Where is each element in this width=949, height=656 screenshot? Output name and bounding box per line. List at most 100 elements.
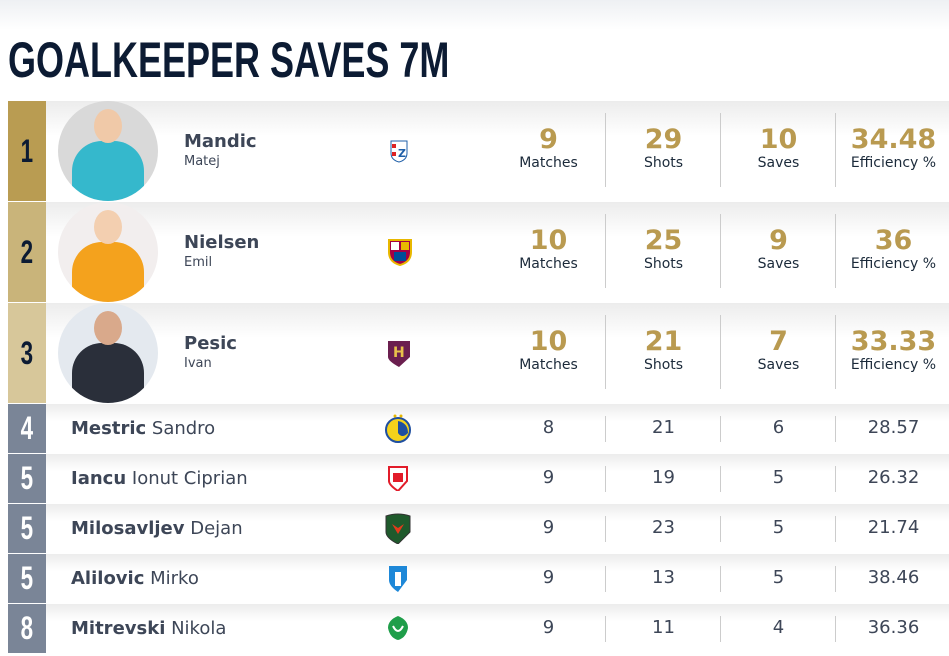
- rk-vardar-crest-icon[interactable]: [383, 614, 413, 642]
- stat-saves: 5: [721, 467, 836, 488]
- player-first-name: Matej: [184, 154, 220, 169]
- stat-efficiency: 36 Efficiency %: [836, 226, 949, 273]
- column-divider: [835, 466, 836, 492]
- stat-value: 5: [772, 517, 785, 538]
- player-last-name: Iancu: [71, 468, 127, 489]
- stat-matches: 9: [491, 617, 606, 638]
- stat-saves: 7 Saves: [721, 327, 836, 374]
- stat-value: 9: [769, 225, 788, 256]
- stat-efficiency: 28.57: [836, 417, 949, 438]
- stat-value: 4: [772, 617, 785, 638]
- fuchse-berlin-crest-icon[interactable]: [383, 513, 413, 544]
- stat-label: Shots: [643, 357, 684, 373]
- player-last-name: Mestric: [71, 418, 147, 439]
- player-name[interactable]: Mitrevski Nikola: [71, 618, 226, 639]
- column-divider: [835, 516, 836, 542]
- column-divider: [605, 616, 606, 642]
- table-row[interactable]: 2 Nielsen Emil 10 Matches 25 Shots 9 Saves 36 Effi…: [8, 202, 949, 303]
- stat-matches: 9: [491, 517, 606, 538]
- player-name[interactable]: Mestric Sandro: [71, 418, 215, 439]
- table-row[interactable]: 4 Mestric Sandro 8 21 6 28.57: [8, 404, 949, 454]
- table-row[interactable]: 8 Mitrevski Nikola 9 11 4 36.36: [8, 604, 949, 654]
- player-last-name: Mandic: [184, 131, 257, 152]
- stat-label: Matches: [519, 155, 578, 171]
- stat-value: 9: [542, 567, 555, 588]
- player-name[interactable]: Milosavljev Dejan: [71, 518, 243, 539]
- stat-value: 21.74: [867, 517, 920, 538]
- player-photo: [58, 202, 158, 302]
- rank-number: 3: [20, 334, 34, 371]
- hbc-nantes-crest-icon[interactable]: H: [386, 339, 412, 367]
- rank-number: 5: [20, 560, 34, 596]
- stat-value: 38.46: [867, 567, 920, 588]
- player-jersey: [72, 242, 144, 302]
- stat-value: 21: [644, 326, 683, 357]
- eurofarm-pelister-crest-icon[interactable]: [383, 414, 413, 443]
- column-divider: [605, 315, 606, 389]
- player-name[interactable]: Iancu Ionut Ciprian: [71, 468, 248, 489]
- stat-efficiency: 34.48 Efficiency %: [836, 125, 949, 172]
- stat-matches: 9 Matches: [491, 125, 606, 172]
- stat-shots: 19: [606, 467, 721, 488]
- stat-label: Saves: [757, 256, 800, 272]
- column-divider: [720, 113, 721, 187]
- player-last-name: Mitrevski: [71, 618, 166, 639]
- stat-efficiency: 38.46: [836, 567, 949, 588]
- svg-text:H: H: [393, 345, 405, 361]
- table-row[interactable]: 5 Iancu Ionut Ciprian 9 19 5 26.32: [8, 454, 949, 504]
- table-row[interactable]: 1 Mandic Matej Z 9 Matches 29 Shots 10 Saves 34.48…: [8, 101, 949, 202]
- rank-badge: 8: [8, 604, 46, 653]
- stat-shots: 29 Shots: [606, 125, 721, 172]
- table-row[interactable]: 5 Alilovic Mirko 9 13 5 38.46: [8, 554, 949, 604]
- stat-matches: 8: [491, 417, 606, 438]
- stat-label: Matches: [519, 357, 578, 373]
- column-divider: [835, 315, 836, 389]
- stat-saves: 6: [721, 417, 836, 438]
- column-divider: [835, 616, 836, 642]
- stat-value: 34.48: [850, 124, 937, 155]
- rank-badge: 1: [8, 101, 46, 201]
- player-last-name: Pesic: [184, 333, 237, 354]
- player-name[interactable]: Mandic Matej: [184, 131, 257, 169]
- player-jersey: [72, 343, 144, 403]
- player-first-name: Sandro: [151, 418, 216, 439]
- stat-value: 8: [542, 417, 555, 438]
- stat-saves: 10 Saves: [721, 125, 836, 172]
- rank-number: 2: [20, 233, 34, 270]
- column-divider: [720, 416, 721, 442]
- rank-badge: 3: [8, 303, 46, 403]
- player-head: [94, 311, 122, 345]
- player-first-name: Emil: [184, 255, 213, 270]
- rank-badge: 4: [8, 404, 46, 453]
- column-divider: [720, 516, 721, 542]
- zagreb-crest-icon[interactable]: Z: [386, 137, 412, 165]
- barcelona-crest-icon[interactable]: [386, 238, 412, 267]
- player-first-name: Dejan: [190, 518, 243, 539]
- stat-efficiency: 26.32: [836, 467, 949, 488]
- stat-value: 36: [874, 225, 913, 256]
- player-name[interactable]: Nielsen Emil: [184, 232, 259, 270]
- stat-label: Matches: [519, 256, 578, 272]
- stat-matches: 9: [491, 567, 606, 588]
- column-divider: [835, 566, 836, 592]
- stat-efficiency: 21.74: [836, 517, 949, 538]
- player-name[interactable]: Pesic Ivan: [184, 333, 237, 371]
- stat-value: 23: [652, 517, 675, 538]
- rank-badge: 5: [8, 554, 46, 603]
- rank-badge: 5: [8, 454, 46, 503]
- stat-label: Saves: [757, 155, 800, 171]
- column-divider: [605, 416, 606, 442]
- stat-value: 28.57: [867, 417, 920, 438]
- stat-value: 25: [644, 225, 683, 256]
- rank-number: 8: [20, 610, 34, 646]
- player-first-name: Mirko: [150, 568, 199, 589]
- stat-value: 19: [652, 467, 675, 488]
- stat-value: 11: [652, 617, 675, 638]
- dinamo-bucuresti-crest-icon[interactable]: [383, 464, 413, 492]
- player-name[interactable]: Alilovic Mirko: [71, 568, 199, 589]
- table-row[interactable]: 3 Pesic Ivan H 10 Matches 21 Shots 7 Saves 33.33 Ef…: [8, 303, 949, 404]
- table-row[interactable]: 5 Milosavljev Dejan 9 23 5 21.74: [8, 504, 949, 554]
- stat-value: 7: [769, 326, 788, 357]
- wisla-plock-crest-icon[interactable]: [383, 564, 413, 592]
- stat-label: Saves: [757, 357, 800, 373]
